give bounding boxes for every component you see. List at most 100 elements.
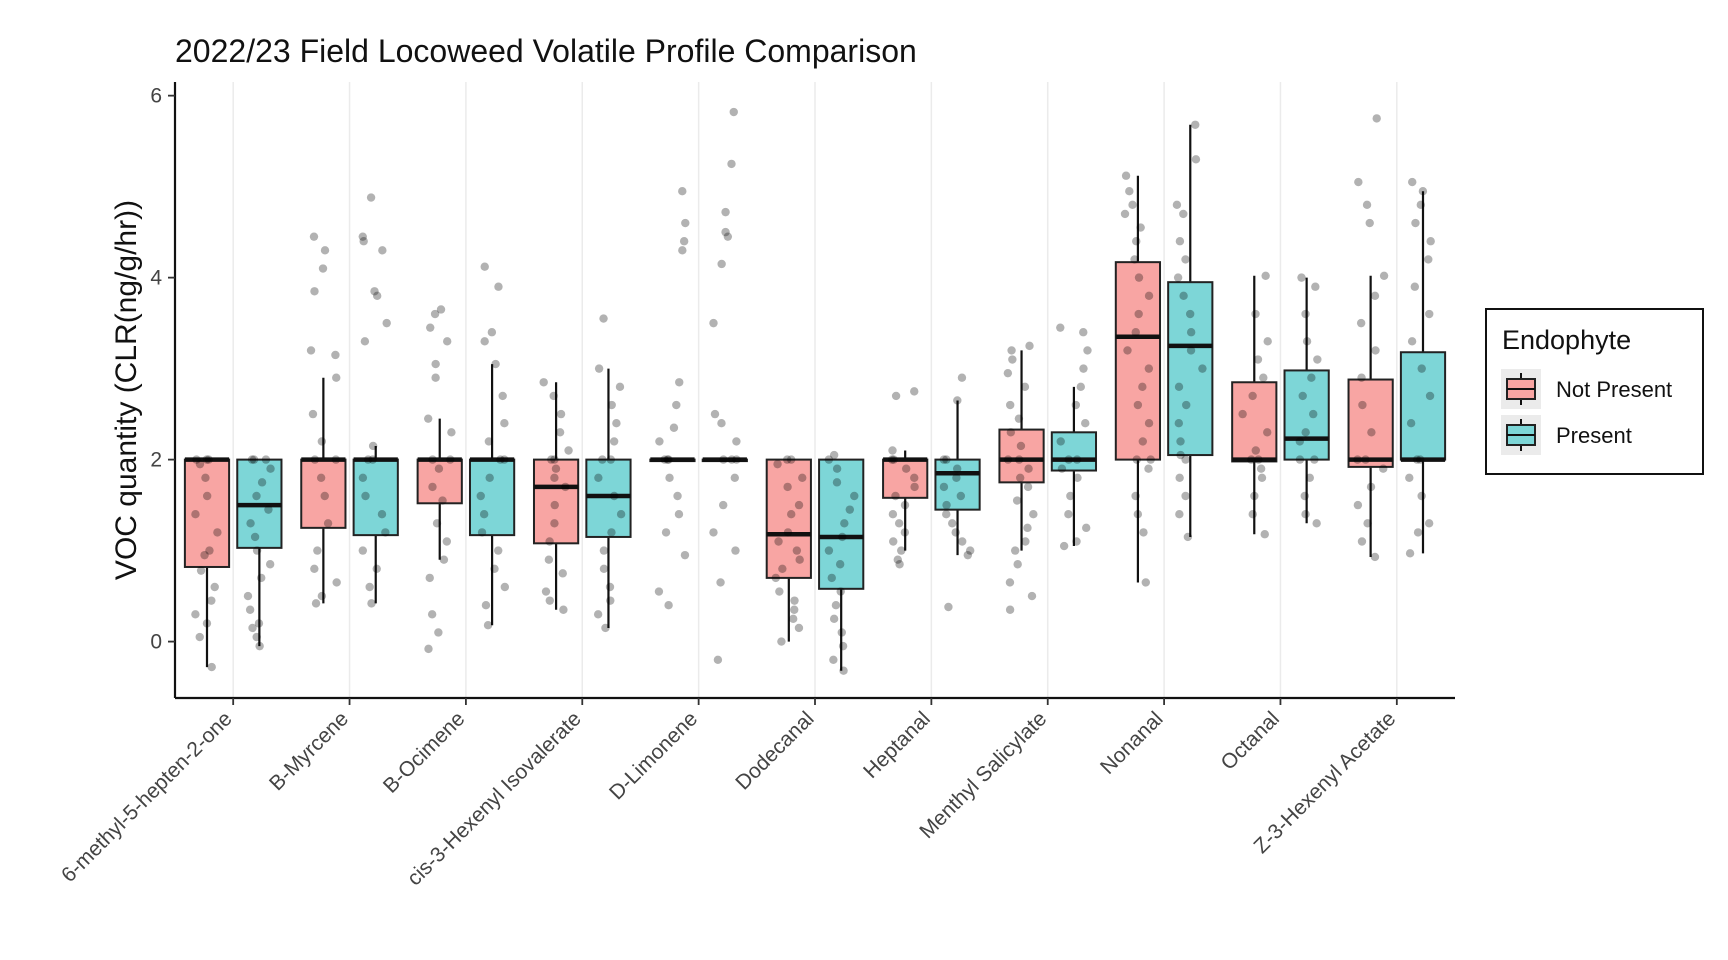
legend: Endophyte Not Present Present: [1485, 308, 1704, 475]
data-point: [432, 519, 442, 528]
data-point: [1133, 400, 1143, 410]
data-point: [424, 644, 433, 654]
data-point: [254, 619, 264, 628]
data-point: [1138, 382, 1147, 392]
data-point: [250, 532, 260, 542]
box: [882, 458, 929, 499]
data-point: [248, 623, 257, 633]
data-point: [832, 464, 842, 473]
box: [818, 458, 865, 590]
data-point: [897, 546, 906, 555]
data-point: [900, 528, 910, 537]
data-point: [487, 328, 497, 337]
data-point: [709, 528, 718, 537]
x-tick-label: Menthyl Salicylate: [915, 707, 1051, 843]
data-point: [1134, 273, 1144, 282]
data-point: [358, 232, 367, 241]
data-point: [201, 473, 210, 483]
data-point: [481, 600, 491, 610]
data-point: [1144, 464, 1153, 473]
data-point: [491, 359, 500, 369]
data-point: [1415, 455, 1425, 464]
data-point: [679, 237, 689, 246]
data-point: [434, 628, 443, 637]
data-point: [1263, 428, 1272, 437]
data-point: [436, 305, 446, 314]
x-tick-label: B-Myrcene: [265, 707, 353, 795]
data-point: [316, 473, 326, 483]
data-point: [550, 519, 559, 528]
data-point: [1312, 519, 1321, 528]
data-point: [1144, 419, 1154, 428]
data-point: [1370, 291, 1380, 301]
data-point: [598, 455, 607, 464]
data-point: [249, 455, 259, 464]
data-point: [358, 473, 368, 483]
data-point: [1175, 237, 1185, 246]
data-point: [716, 578, 725, 587]
data-point: [952, 464, 962, 473]
data-point: [1131, 491, 1140, 501]
data-point: [942, 510, 951, 519]
data-point: [370, 287, 379, 296]
data-point: [794, 623, 804, 633]
data-point: [331, 350, 340, 360]
data-point: [607, 400, 616, 410]
data-point: [332, 578, 341, 587]
data-point: [1179, 209, 1188, 219]
data-point: [664, 600, 673, 610]
data-point: [1056, 323, 1065, 332]
data-point: [891, 491, 900, 501]
data-point: [1120, 209, 1130, 219]
data-point: [424, 414, 433, 423]
data-point: [713, 655, 723, 664]
data-point: [771, 573, 780, 583]
data-point: [609, 491, 619, 501]
data-point: [261, 455, 271, 464]
data-point: [664, 455, 673, 464]
data-point: [601, 623, 610, 633]
data-point: [1417, 364, 1426, 373]
box: [1231, 381, 1278, 463]
data-point: [310, 455, 320, 464]
data-point: [539, 378, 548, 387]
data-point: [494, 546, 503, 555]
data-point: [428, 455, 437, 464]
data-point: [1179, 291, 1188, 301]
data-point: [257, 478, 267, 487]
data-point: [790, 605, 799, 614]
data-point: [1012, 496, 1022, 505]
data-point: [710, 409, 720, 419]
data-point: [721, 227, 730, 237]
data-point: [1027, 591, 1037, 601]
data-point: [887, 455, 897, 464]
data-point: [1411, 218, 1420, 228]
data-point: [958, 537, 967, 546]
data-point: [545, 537, 554, 546]
data-point: [1125, 186, 1134, 196]
data-point: [599, 546, 609, 555]
data-point: [1310, 455, 1319, 464]
data-point: [191, 510, 200, 519]
data-point: [1059, 541, 1069, 551]
box: [300, 458, 347, 529]
data-point: [680, 550, 690, 560]
data-point: [1066, 491, 1075, 501]
box: [183, 458, 231, 568]
data-point: [1134, 309, 1143, 319]
data-point: [672, 400, 681, 410]
data-point: [717, 419, 726, 428]
data-point: [485, 473, 494, 483]
data-point: [213, 528, 222, 537]
data-point: [615, 382, 625, 392]
data-point: [1353, 455, 1362, 464]
data-point: [428, 482, 437, 492]
data-point: [207, 596, 216, 605]
data-point: [306, 346, 316, 355]
data-point: [425, 573, 434, 583]
x-tick-label: Heptanal: [859, 707, 935, 783]
data-point: [1301, 510, 1310, 519]
data-point: [1362, 200, 1372, 210]
data-point: [1123, 346, 1132, 355]
box: [585, 458, 632, 538]
